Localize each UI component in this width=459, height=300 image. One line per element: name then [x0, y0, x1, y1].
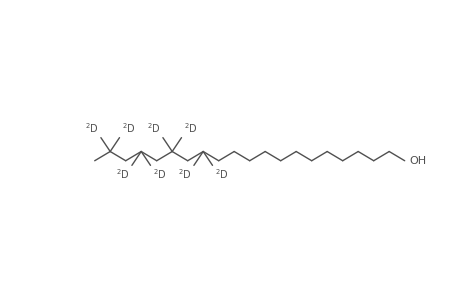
Text: OH: OH: [409, 156, 425, 166]
Text: $^{2}$D: $^{2}$D: [184, 122, 197, 135]
Text: $^{2}$D: $^{2}$D: [146, 122, 160, 135]
Text: $^{2}$D: $^{2}$D: [116, 168, 129, 182]
Text: $^{2}$D: $^{2}$D: [214, 168, 228, 182]
Text: $^{2}$D: $^{2}$D: [152, 168, 166, 182]
Text: $^{2}$D: $^{2}$D: [122, 122, 135, 135]
Text: $^{2}$D: $^{2}$D: [84, 122, 98, 135]
Text: $^{2}$D: $^{2}$D: [178, 168, 191, 182]
